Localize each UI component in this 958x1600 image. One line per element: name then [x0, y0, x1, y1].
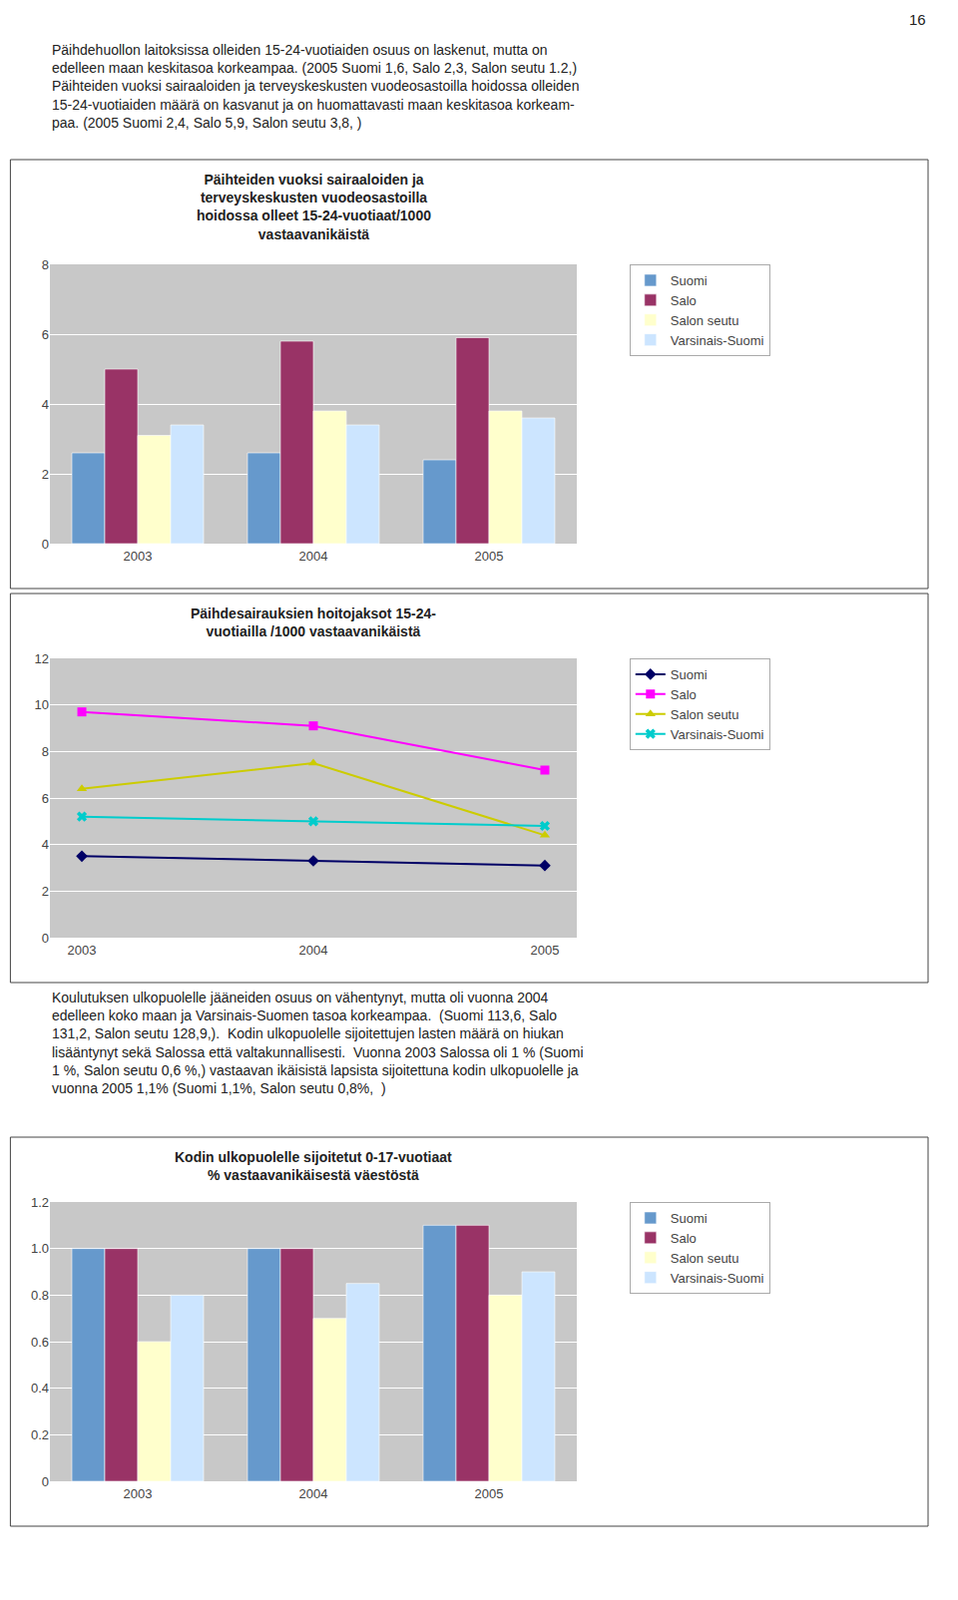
- svg-text:2005: 2005: [530, 943, 560, 958]
- svg-text:0.6: 0.6: [30, 1335, 49, 1351]
- svg-text:2004: 2004: [299, 1486, 329, 1502]
- svg-text:Päihteiden vuoksi sairaaloiden: Päihteiden vuoksi sairaaloiden jaterveys…: [196, 171, 432, 243]
- svg-text:2003: 2003: [123, 548, 153, 564]
- svg-text:16: 16: [909, 10, 927, 28]
- svg-text:0: 0: [41, 536, 49, 552]
- svg-text:2: 2: [41, 884, 49, 900]
- svg-text:2005: 2005: [475, 548, 504, 564]
- svg-text:Päihdehuollon laitoksissa olle: Päihdehuollon laitoksissa olleiden 15-24…: [51, 41, 579, 131]
- svg-text:Suomi: Suomi: [670, 273, 708, 289]
- svg-text:Koulutuksen ulkopuolelle jääne: Koulutuksen ulkopuolelle jääneiden osuus…: [51, 989, 584, 1097]
- svg-text:Salo: Salo: [670, 687, 697, 703]
- svg-text:1.2: 1.2: [30, 1195, 49, 1211]
- svg-text:Varsinais-Suomi: Varsinais-Suomi: [670, 1271, 765, 1287]
- svg-text:2004: 2004: [299, 943, 329, 958]
- svg-text:4: 4: [41, 837, 49, 853]
- svg-text:2003: 2003: [67, 943, 97, 958]
- svg-text:6: 6: [41, 791, 49, 807]
- svg-text:0.2: 0.2: [30, 1428, 49, 1443]
- svg-text:Salo: Salo: [670, 293, 697, 309]
- svg-text:12: 12: [34, 651, 49, 667]
- svg-text:2004: 2004: [299, 548, 329, 564]
- svg-text:6: 6: [41, 327, 49, 343]
- svg-text:Varsinais-Suomi: Varsinais-Suomi: [670, 333, 765, 349]
- svg-text:4: 4: [41, 397, 49, 413]
- svg-text:0.8: 0.8: [30, 1288, 49, 1304]
- svg-text:Suomi: Suomi: [670, 667, 708, 683]
- svg-text:Salon seutu: Salon seutu: [670, 707, 740, 723]
- svg-text:1.0: 1.0: [30, 1241, 49, 1257]
- svg-text:2003: 2003: [123, 1486, 153, 1502]
- svg-text:10: 10: [34, 697, 49, 713]
- svg-text:Salo: Salo: [670, 1231, 697, 1247]
- svg-text:8: 8: [41, 744, 49, 760]
- svg-text:Varsinais-Suomi: Varsinais-Suomi: [670, 727, 765, 743]
- svg-text:8: 8: [41, 257, 49, 273]
- svg-text:2: 2: [41, 467, 49, 482]
- svg-text:0.4: 0.4: [30, 1381, 49, 1397]
- svg-text:Kodin ulkopuolelle sijoitetut: Kodin ulkopuolelle sijoitetut 0-17-vuoti…: [174, 1149, 453, 1184]
- svg-text:0: 0: [41, 1474, 49, 1490]
- svg-text:Päihdesairauksien hoitojaksot: Päihdesairauksien hoitojaksot 15-24-vuot…: [190, 605, 437, 640]
- svg-text:2005: 2005: [475, 1486, 504, 1502]
- svg-text:Suomi: Suomi: [670, 1211, 708, 1227]
- svg-text:0: 0: [41, 931, 49, 947]
- svg-text:Salon seutu: Salon seutu: [670, 313, 740, 329]
- svg-text:Salon seutu: Salon seutu: [670, 1251, 740, 1267]
